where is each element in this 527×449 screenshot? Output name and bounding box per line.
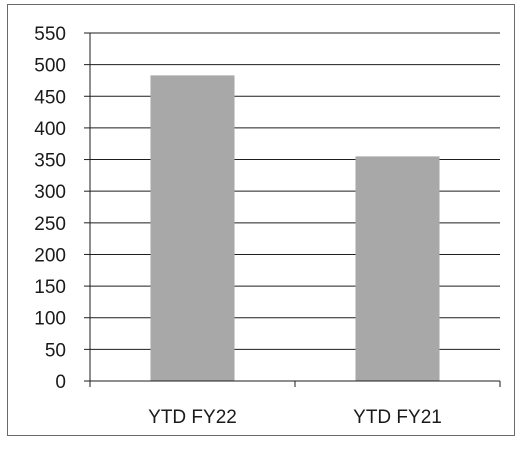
y-tick-label: 400 (34, 119, 66, 140)
y-tick-label: 450 (34, 87, 66, 108)
y-tick-label: 200 (34, 245, 66, 266)
y-tick-label: 0 (55, 372, 66, 393)
y-tick-label: 100 (34, 309, 66, 330)
axes (84, 32, 501, 387)
tick-labels: 0 50 100 150 200 250 300 350 400 450 500 550 YTD FY2… (34, 24, 442, 428)
x-category-label: YTD FY21 (353, 407, 442, 428)
y-tick-label: 50 (45, 340, 66, 361)
x-category-label: YTD FY22 (148, 407, 237, 428)
bar-ytd-fy21 (355, 156, 440, 381)
y-tick-label: 500 (34, 56, 66, 77)
y-tick-label: 300 (34, 182, 66, 203)
bars (150, 75, 440, 381)
y-tick-label: 150 (34, 277, 66, 298)
bar-ytd-fy22 (150, 75, 235, 381)
y-tick-label: 250 (34, 214, 66, 235)
y-tick-label: 350 (34, 151, 66, 172)
y-tick-label: 550 (34, 24, 66, 45)
